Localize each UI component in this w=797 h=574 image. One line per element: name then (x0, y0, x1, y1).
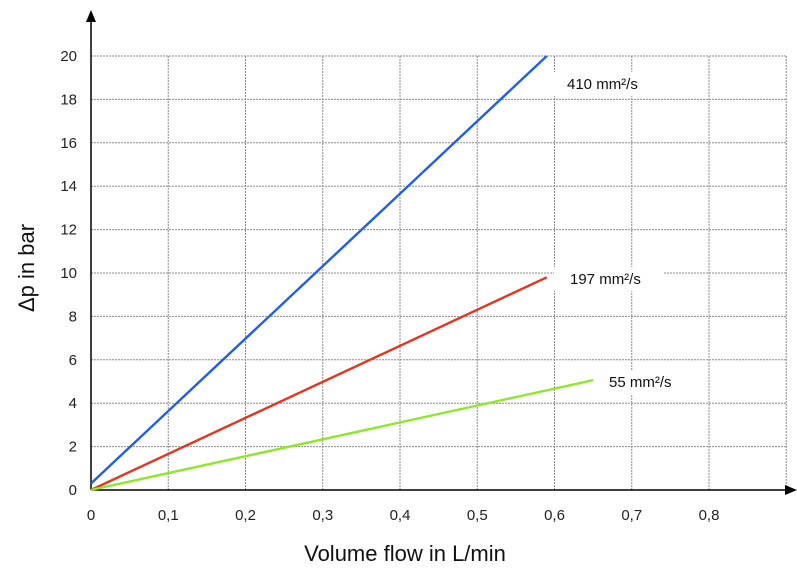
grid (91, 55, 787, 490)
y-tick-label: 8 (69, 308, 77, 325)
x-tick-label: 0,8 (699, 507, 720, 524)
y-tick-label: 0 (69, 482, 77, 499)
y-tick-label: 10 (60, 265, 77, 282)
series-label: 410 mm²/s (567, 76, 638, 93)
series-line (90, 378, 598, 492)
x-tick-label: 0,4 (390, 507, 411, 524)
x-tick-label: 0,7 (621, 507, 642, 524)
x-tick-label: 0,1 (158, 507, 179, 524)
axes (86, 10, 797, 495)
series-labels: 410 mm²/s 197 mm²/s 55 mm²/s (551, 72, 703, 394)
series-label: 55 mm²/s (609, 374, 672, 391)
y-tick-label: 4 (69, 395, 77, 412)
x-tick-label: 0,3 (312, 507, 333, 524)
series-lines (90, 55, 598, 492)
x-tick-label: 0,2 (235, 507, 256, 524)
y-axis-arrow (86, 10, 96, 22)
x-axis-arrow (785, 485, 797, 495)
x-tick-label: 0 (87, 507, 95, 524)
y-tick-label: 6 (69, 352, 77, 369)
series-line (90, 276, 548, 492)
y-tick-label: 16 (60, 135, 77, 152)
series-label-background (554, 267, 664, 291)
series-label-background (551, 72, 661, 96)
x-tick-label: 0,6 (544, 507, 565, 524)
y-tick-label: 18 (60, 91, 77, 108)
y-tick-label: 12 (60, 222, 77, 239)
y-tick-labels: 0 2 4 6 8 10 12 14 16 18 20 (60, 48, 77, 499)
y-tick-label: 20 (60, 48, 77, 65)
series-line (90, 55, 548, 485)
x-tick-label: 0,5 (467, 507, 488, 524)
y-tick-label: 2 (69, 439, 77, 456)
y-tick-label: 14 (60, 178, 77, 195)
series-label: 197 mm²/s (570, 271, 641, 288)
x-tick-labels: 0 0,1 0,2 0,3 0,4 0,5 0,6 0,7 0,8 (87, 507, 720, 524)
series-label-background (593, 370, 703, 394)
x-axis-title: Volume flow in L/min (304, 541, 506, 566)
y-axis-title: Δp in bar (14, 224, 39, 312)
